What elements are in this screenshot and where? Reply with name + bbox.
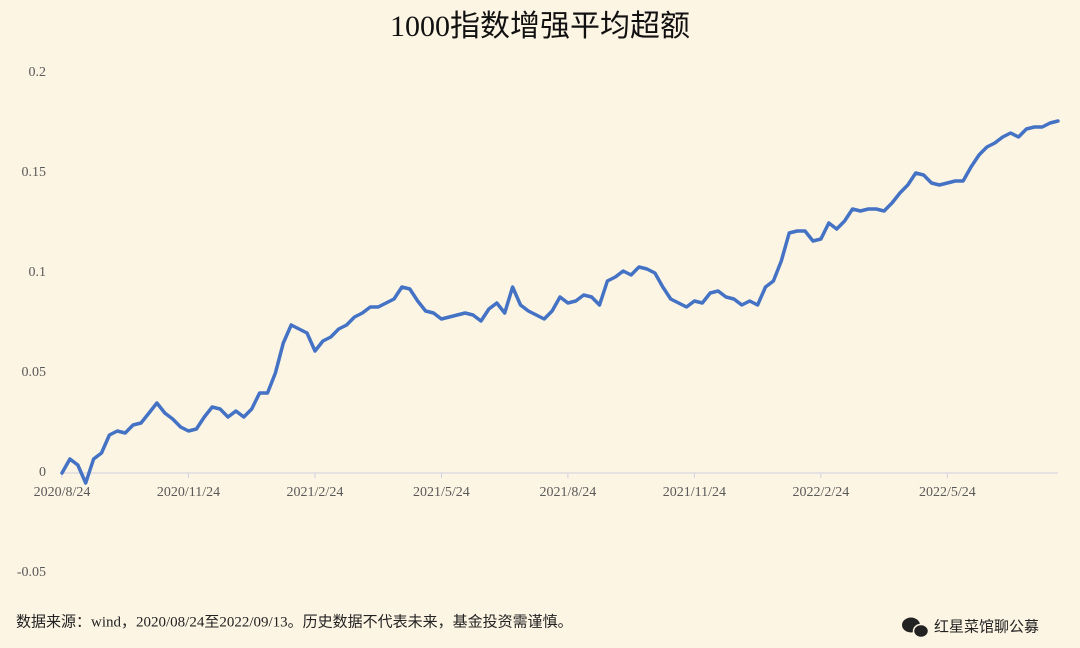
y-tick-label: 0.1 [29,265,47,280]
source-note: 数据来源：wind，2020/08/24至2022/09/13。历史数据不代表未… [16,612,573,630]
watermark: 红星菜馆聊公募 [934,618,1039,635]
x-tick-label: 2021/5/24 [413,485,470,500]
y-tick-label: 0 [39,465,46,480]
wechat-icon [902,617,930,639]
data-line [60,119,1060,485]
x-tick-label: 2021/11/24 [663,485,726,500]
y-tick-label: 0.15 [22,165,47,180]
x-tick-label: 2021/2/24 [287,485,344,500]
y-tick-label: 0.05 [22,365,47,380]
y-tick-label: 0.2 [29,65,47,80]
chart-title: 1000指数增强平均超额 [390,10,690,43]
x-tick-label: 2022/5/24 [919,485,976,500]
x-tick-label: 2021/8/24 [540,485,597,500]
y-tick-label: -0.05 [17,565,46,580]
x-tick-label: 2022/2/24 [792,485,849,500]
x-tick-label: 2020/8/24 [34,485,91,500]
x-tick-label: 2020/11/24 [157,485,220,500]
